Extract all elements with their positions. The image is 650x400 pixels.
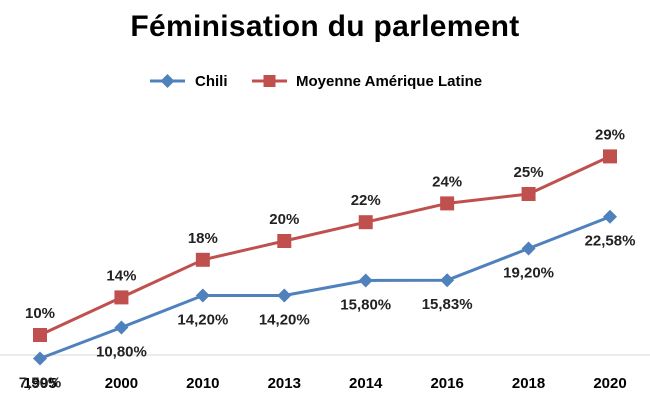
x-tick-label: 2018	[512, 375, 545, 392]
data-point	[440, 273, 455, 288]
legend: Chili Moyenne Amérique Latine	[150, 73, 482, 90]
series-lines	[39, 155, 611, 360]
data-point	[603, 149, 617, 164]
data-label: 25%	[514, 164, 544, 181]
data-label: 20%	[269, 211, 299, 228]
series-line	[39, 155, 611, 337]
data-point	[358, 273, 373, 288]
data-label: 10%	[25, 305, 55, 322]
data-point	[521, 187, 536, 201]
data-point	[277, 288, 292, 303]
data-point	[603, 209, 617, 224]
data-point	[195, 288, 210, 303]
x-axis-ticks: 1995 2000 2010 2013 2014 2016 2018 2020	[23, 375, 626, 392]
legend-label: Chili	[195, 73, 228, 90]
data-point	[33, 328, 47, 342]
series-line	[39, 215, 611, 360]
data-label: 10,80%	[96, 343, 147, 360]
data-label: 29%	[595, 126, 625, 143]
x-tick-label: 1995	[23, 375, 56, 392]
data-point	[277, 234, 292, 248]
data-point	[114, 320, 129, 335]
x-tick-label: 2016	[430, 375, 463, 392]
data-label: 19,20%	[503, 265, 554, 282]
x-tick-label: 2010	[186, 375, 219, 392]
data-label: 18%	[188, 230, 218, 247]
data-label: 15,80%	[340, 296, 391, 313]
data-label: 15,83%	[422, 296, 473, 313]
data-point	[358, 215, 373, 230]
data-point	[440, 196, 455, 211]
data-point	[195, 252, 210, 267]
data-label: 22%	[351, 192, 381, 209]
chart-title: Féminisation du parlement	[130, 10, 520, 43]
data-point	[33, 351, 47, 366]
data-point	[114, 290, 129, 305]
data-label: 14%	[106, 267, 136, 284]
legend-marker	[160, 74, 175, 88]
x-tick-label: 2014	[349, 375, 383, 392]
data-label: 22,58%	[585, 233, 636, 250]
series-markers	[33, 149, 617, 366]
data-label: 14,20%	[177, 312, 228, 329]
data-labels: 7,50% 10,80% 14,20% 14,20% 15,80% 15,83% 19,20…	[19, 126, 636, 391]
x-tick-label: 2020	[593, 375, 626, 392]
legend-label: Moyenne Amérique Latine	[296, 73, 482, 90]
x-tick-label: 2000	[105, 375, 138, 392]
data-point	[521, 241, 536, 256]
x-tick-label: 2013	[268, 375, 301, 392]
data-label: 14,20%	[259, 312, 310, 329]
data-label: 24%	[432, 173, 462, 190]
legend-marker	[263, 75, 276, 87]
data-label: 7,50%	[19, 375, 62, 392]
